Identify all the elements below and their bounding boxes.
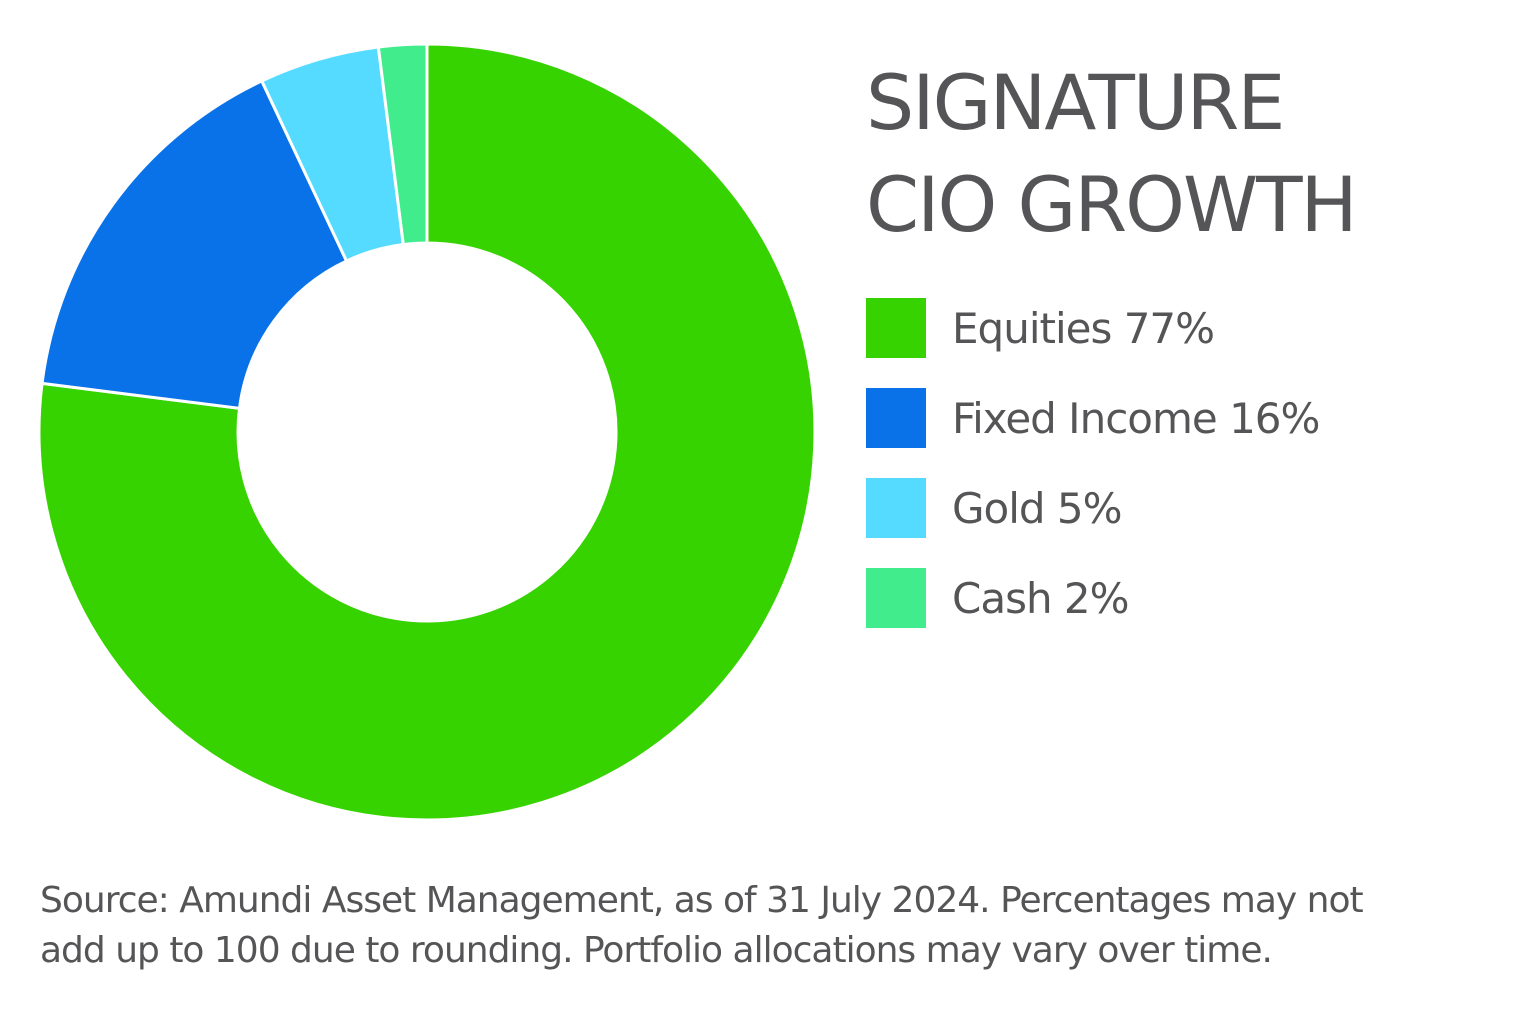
source-line-2: add up to 100 due to rounding. Portfolio… xyxy=(40,930,1273,971)
donut-slice-fixed-income xyxy=(40,78,349,410)
legend: Equities 77% Fixed Income 16% Gold 5% Ca… xyxy=(866,298,1320,658)
legend-swatch-cash xyxy=(866,568,926,628)
donut-chart xyxy=(37,42,817,822)
legend-item-equities: Equities 77% xyxy=(866,298,1319,358)
legend-label: Fixed Income 16% xyxy=(952,393,1320,443)
legend-item-gold: Gold 5% xyxy=(866,478,1319,538)
legend-swatch-fixed-income xyxy=(866,388,926,448)
legend-label: Gold 5% xyxy=(952,483,1123,533)
chart-title-line-1: SIGNATURE xyxy=(866,58,1285,147)
legend-swatch-gold xyxy=(866,478,926,538)
donut-slice-equities xyxy=(37,42,817,822)
legend-swatch-equities xyxy=(866,298,926,358)
source-line-1: Source: Amundi Asset Management, as of 3… xyxy=(40,880,1364,921)
legend-item-cash: Cash 2% xyxy=(866,568,1319,628)
legend-item-fixed-income: Fixed Income 16% xyxy=(866,388,1320,448)
donut-slice-cash xyxy=(376,42,429,247)
chart-title: SIGNATURE CIO GROWTH xyxy=(866,52,1358,256)
legend-label: Cash 2% xyxy=(952,573,1130,623)
source-note: Source: Amundi Asset Management, as of 3… xyxy=(40,876,1520,976)
chart-title-line-2: CIO GROWTH xyxy=(866,160,1358,249)
legend-label: Equities 77% xyxy=(952,303,1215,353)
